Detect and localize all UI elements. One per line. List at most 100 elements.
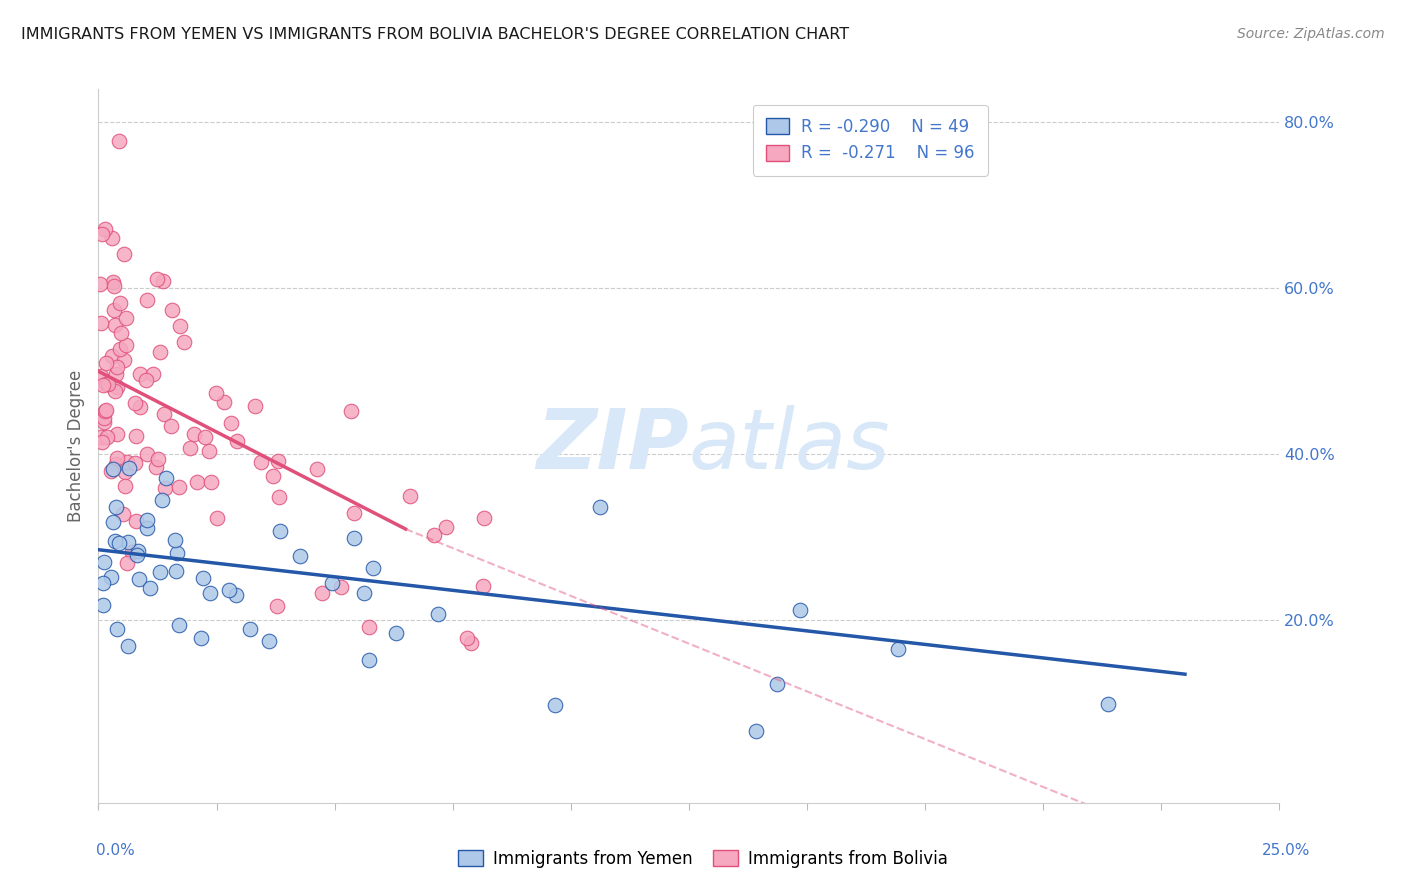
Point <box>135 521 157 535</box>
Point <box>101 275 124 289</box>
Point <box>104 318 127 332</box>
Point <box>110 326 132 340</box>
Text: 0.0%: 0.0% <box>96 843 135 858</box>
Point <box>135 373 157 387</box>
Point <box>124 428 146 442</box>
Point <box>456 632 478 646</box>
Point <box>136 447 159 461</box>
Point <box>103 279 125 293</box>
Point <box>269 524 291 538</box>
Text: atlas: atlas <box>689 406 890 486</box>
Point <box>96 376 118 391</box>
Point <box>194 430 217 444</box>
Point <box>90 227 112 242</box>
Point <box>104 500 127 515</box>
Point <box>1097 697 1119 711</box>
Point <box>90 369 112 384</box>
Point <box>108 343 131 357</box>
Point <box>104 384 127 399</box>
Point <box>101 462 124 476</box>
Point <box>111 507 134 521</box>
Point <box>165 564 187 578</box>
Point <box>114 465 136 479</box>
Point <box>190 631 212 645</box>
Point <box>150 492 173 507</box>
Point <box>142 367 165 381</box>
Point <box>127 543 149 558</box>
Point <box>544 698 567 713</box>
Point <box>153 407 176 421</box>
Point <box>93 411 115 425</box>
Point <box>146 272 169 286</box>
Point <box>191 571 214 585</box>
Point <box>149 344 172 359</box>
Point <box>101 230 124 244</box>
Point <box>90 435 112 450</box>
Point <box>160 302 183 317</box>
Point <box>343 531 366 545</box>
Point <box>259 634 281 648</box>
Legend: R = -0.290    N = 49, R =  -0.271    N = 96: R = -0.290 N = 49, R = -0.271 N = 96 <box>752 104 987 176</box>
Text: ZIP: ZIP <box>536 406 689 486</box>
Point <box>104 368 127 382</box>
Point <box>105 427 128 442</box>
Point <box>100 569 122 583</box>
Point <box>93 556 115 570</box>
Point <box>90 316 112 330</box>
Point <box>212 394 235 409</box>
Point <box>155 471 177 485</box>
Point <box>129 368 152 382</box>
Text: 25.0%: 25.0% <box>1263 843 1310 858</box>
Point <box>101 349 124 363</box>
Legend: Immigrants from Yemen, Immigrants from Bolivia: Immigrants from Yemen, Immigrants from B… <box>451 844 955 875</box>
Point <box>91 377 114 392</box>
Point <box>288 549 311 563</box>
Point <box>436 520 458 534</box>
Point <box>357 620 380 634</box>
Point <box>744 723 766 738</box>
Point <box>266 599 288 614</box>
Point <box>136 513 159 527</box>
Point <box>117 534 139 549</box>
Point <box>205 511 228 525</box>
Point <box>269 490 291 504</box>
Point <box>112 247 135 261</box>
Point <box>183 426 205 441</box>
Point <box>361 561 384 575</box>
Point <box>129 400 152 414</box>
Point <box>124 456 146 470</box>
Point <box>107 536 129 550</box>
Point <box>262 469 284 483</box>
Point <box>589 500 612 515</box>
Point <box>136 293 159 308</box>
Point <box>427 607 450 621</box>
Point <box>399 489 422 503</box>
Point <box>115 311 138 326</box>
Point <box>321 575 343 590</box>
Point <box>789 603 811 617</box>
Point <box>200 586 222 600</box>
Point <box>460 636 482 650</box>
Point <box>166 546 188 560</box>
Point <box>343 506 366 520</box>
Point <box>153 481 176 495</box>
Point <box>179 441 201 455</box>
Point <box>243 399 266 413</box>
Point <box>127 548 149 562</box>
Point <box>105 457 128 471</box>
Point <box>239 622 262 636</box>
Point <box>198 443 221 458</box>
Point <box>91 598 114 612</box>
Point <box>94 404 117 418</box>
Point <box>311 586 333 600</box>
Point <box>117 639 139 653</box>
Point <box>226 434 249 448</box>
Point <box>173 334 195 349</box>
Point <box>225 588 247 602</box>
Point <box>115 557 138 571</box>
Point <box>103 303 125 318</box>
Point <box>887 641 910 656</box>
Point <box>121 545 143 559</box>
Point <box>114 479 136 493</box>
Point <box>112 353 135 368</box>
